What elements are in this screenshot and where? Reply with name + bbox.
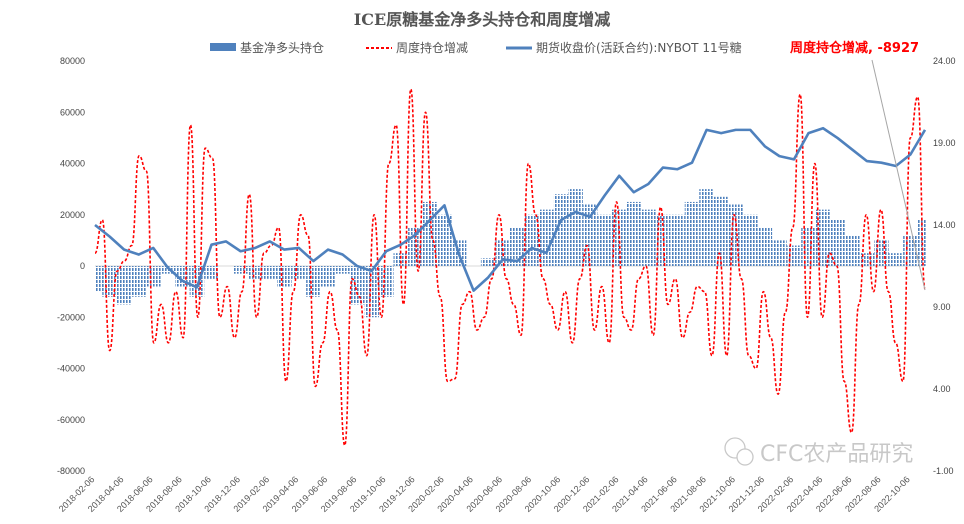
net-long-bar	[277, 266, 292, 287]
net-long-bar	[684, 201, 700, 266]
legend-label: 期货收盘价(活跃合约):NYBOT 11号糖	[536, 40, 742, 55]
watermark: CFC农产品研究	[724, 437, 913, 467]
net-long-bar	[233, 266, 248, 274]
net-long-bar	[786, 245, 802, 266]
net-long-bar	[437, 214, 452, 266]
net-long-bar	[742, 214, 758, 266]
net-long-bar	[335, 266, 350, 274]
y-right-tick-label: -1.00	[933, 466, 954, 476]
chart-title: ICE原糖基金净多头持仓和周度增减	[354, 10, 610, 29]
net-long-bar	[291, 266, 307, 279]
y-axis-right: 24.00 19.00 14.00 9.00 4.00 -1.00	[933, 56, 956, 476]
y-left-tick-label: 40000	[60, 159, 85, 169]
net-long-bar	[713, 196, 729, 266]
annotation-leader-line	[871, 59, 926, 291]
y-left-tick-label: -20000	[57, 312, 85, 322]
y-right-tick-label: 9.00	[933, 302, 951, 312]
net-long-bar	[378, 266, 394, 297]
watermark-text: CFC农产品研究	[760, 442, 913, 467]
net-long-bar	[131, 266, 146, 297]
net-long-bar	[495, 240, 510, 266]
price-line	[94, 126, 927, 292]
legend-item-weekly-change: 周度持仓增减	[366, 40, 468, 55]
net-long-bar	[204, 266, 219, 279]
y-axis-left: 80000 60000 40000 20000 0 -20000 -40000 -60000 -…	[57, 56, 85, 476]
weekly-change-line	[94, 88, 926, 447]
net-long-bar	[553, 194, 569, 266]
legend: 基金净多头持仓 周度持仓增减 期货收盘价(活跃合约):NYBOT 11号糖	[210, 40, 742, 55]
y-left-tick-label: -40000	[57, 364, 85, 374]
net-long-bar	[757, 227, 773, 266]
net-long-bar	[349, 266, 365, 305]
net-long-bar	[160, 266, 176, 274]
net-long-bar	[568, 189, 583, 266]
y-left-tick-label: 20000	[60, 210, 85, 220]
net-long-bars	[95, 189, 927, 318]
legend-item-net-long: 基金净多头持仓	[210, 40, 324, 55]
net-long-bar	[830, 219, 845, 266]
net-long-bar	[699, 189, 714, 266]
y-left-tick-label: -60000	[57, 415, 85, 425]
x-axis: 2018-02-062018-04-062018-06-062018-08-06…	[57, 474, 912, 514]
net-long-bar	[539, 209, 554, 266]
net-long-bar	[844, 235, 860, 266]
net-long-bar	[145, 266, 161, 287]
y-right-tick-label: 4.00	[933, 384, 951, 394]
legend-label: 基金净多头持仓	[240, 40, 324, 55]
net-long-bar	[116, 266, 132, 305]
net-long-bar	[306, 266, 321, 297]
net-long-bar	[859, 253, 875, 266]
net-long-bar	[801, 227, 816, 266]
net-long-bar	[888, 253, 904, 266]
y-right-tick-label: 14.00	[933, 220, 956, 230]
net-long-bar	[480, 258, 496, 266]
y-left-tick-label: 80000	[60, 56, 85, 66]
net-long-bar	[102, 266, 117, 297]
y-left-tick-label: 60000	[60, 107, 85, 117]
net-long-bar	[364, 266, 379, 318]
net-long-bar	[582, 204, 598, 266]
legend-label: 周度持仓增减	[396, 40, 468, 55]
net-long-bar	[262, 266, 278, 279]
net-long-bar	[772, 240, 787, 266]
net-long-bar	[670, 214, 685, 266]
legend-swatch-bar	[210, 43, 236, 51]
y-left-tick-label: 0	[80, 261, 85, 271]
net-long-bar	[247, 266, 263, 279]
annotation-label: 周度持仓增减, -8927	[790, 40, 919, 56]
net-long-bar	[655, 214, 671, 266]
y-right-tick-label: 19.00	[933, 138, 956, 148]
net-long-bar	[611, 209, 627, 266]
net-long-bar	[524, 214, 540, 266]
wechat-icon	[724, 437, 754, 466]
net-long-bar	[626, 201, 642, 266]
legend-item-price: 期货收盘价(活跃合约):NYBOT 11号糖	[506, 40, 742, 55]
y-right-tick-label: 24.00	[933, 56, 956, 66]
net-long-bar	[597, 214, 612, 266]
net-long-bar	[320, 266, 336, 287]
net-long-bar	[641, 209, 656, 266]
y-left-tick-label: -80000	[57, 466, 85, 476]
